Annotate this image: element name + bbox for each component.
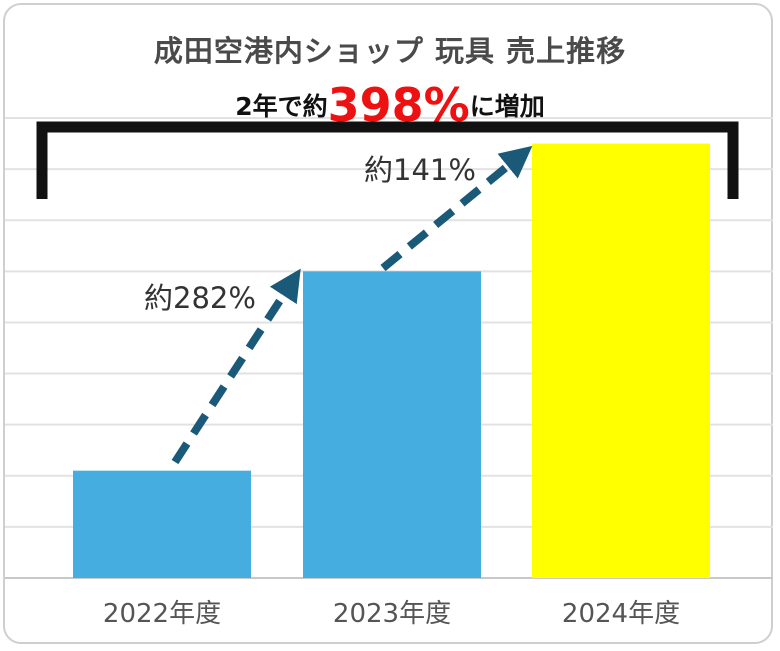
x-tick-label: 2023年度 [333,599,451,629]
labels: 2022年度 2023年度 2024年度 約282% 約141% [103,153,680,629]
chart-title: 成田空港内ショップ 玩具 売上推移 [153,34,627,68]
growth-arrows [171,145,533,465]
bar-2023年度 [303,271,481,578]
x-tick-label: 2022年度 [103,599,221,629]
bar-2024年度 [532,143,710,579]
bar-2022年度 [73,470,251,578]
comparison-bracket [36,121,739,199]
growth-annotation-label: 約282% [144,281,256,315]
x-tick-label: 2024年度 [562,599,680,629]
bracket-line [36,121,739,199]
bars [73,143,710,579]
growth-arrow [380,145,533,272]
chart-subtitle: 2年で約398%に増加 [0,78,780,132]
growth-annotation-label: 約141% [364,153,476,187]
subtitle-highlight: 398% [327,78,470,132]
growth-arrow [171,268,301,465]
subtitle-suffix: に増加 [469,92,545,121]
subtitle-prefix: 2年で約 [235,92,328,121]
